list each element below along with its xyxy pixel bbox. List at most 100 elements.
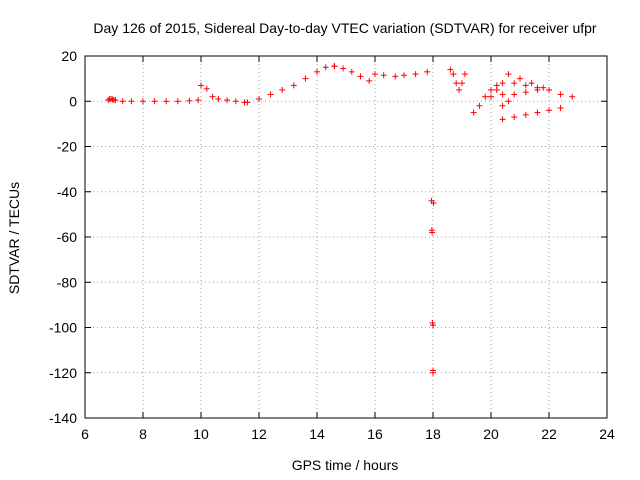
y-tick-label: 20 bbox=[61, 48, 77, 64]
data-point bbox=[209, 93, 216, 100]
data-point bbox=[511, 80, 518, 87]
data-point bbox=[522, 111, 529, 118]
data-point bbox=[450, 71, 457, 78]
data-point bbox=[476, 102, 483, 109]
data-point bbox=[140, 98, 146, 105]
series-seg-115-145 bbox=[244, 63, 338, 106]
data-point bbox=[302, 75, 309, 82]
x-tick-label: 6 bbox=[81, 426, 89, 442]
x-tick-label: 10 bbox=[193, 426, 209, 442]
data-point bbox=[224, 97, 231, 104]
data-point bbox=[279, 86, 286, 93]
x-tick-label: 20 bbox=[483, 426, 499, 442]
data-point bbox=[557, 105, 564, 112]
data-point bbox=[522, 82, 529, 89]
x-tick-label: 18 bbox=[425, 426, 441, 442]
data-point bbox=[534, 109, 541, 116]
data-point bbox=[430, 200, 437, 207]
data-point bbox=[499, 91, 506, 98]
data-point bbox=[380, 72, 387, 79]
y-tick-labels: -140 -120 -100 -80 -60 -40 -20 0 20 bbox=[49, 48, 77, 426]
data-point bbox=[505, 71, 512, 78]
data-point bbox=[128, 98, 135, 105]
data-point bbox=[267, 91, 274, 98]
series-seg-20-23-band-b bbox=[505, 71, 547, 91]
data-point bbox=[461, 71, 468, 78]
y-tick-label: -40 bbox=[57, 184, 77, 200]
data-point bbox=[203, 85, 210, 92]
x-tick-label: 12 bbox=[251, 426, 267, 442]
data-point bbox=[215, 95, 222, 102]
data-point bbox=[522, 89, 529, 96]
data-point bbox=[459, 80, 465, 87]
data-point bbox=[499, 116, 506, 123]
series-seg-07-10 bbox=[119, 97, 202, 105]
y-tick-label: -120 bbox=[49, 365, 77, 381]
data-point bbox=[511, 91, 518, 98]
data-point bbox=[470, 109, 477, 116]
data-point bbox=[244, 99, 251, 106]
data-point bbox=[348, 68, 355, 75]
data-point bbox=[557, 91, 564, 98]
x-tick-label: 22 bbox=[541, 426, 557, 442]
data-point bbox=[430, 322, 436, 329]
data-point bbox=[151, 98, 158, 105]
x-tick-label: 8 bbox=[139, 426, 147, 442]
data-point bbox=[453, 80, 460, 87]
data-point bbox=[331, 63, 338, 70]
data-point bbox=[482, 93, 489, 100]
data-point bbox=[174, 98, 181, 105]
x-tick-labels: 6 8 10 12 14 16 18 20 22 24 bbox=[81, 426, 615, 442]
data-point bbox=[232, 98, 239, 105]
data-point bbox=[534, 86, 541, 93]
y-tick-label: 0 bbox=[69, 93, 77, 109]
data-point bbox=[499, 102, 506, 109]
series-seg-19-20 bbox=[470, 82, 500, 116]
series-seg-145-17 bbox=[331, 63, 431, 84]
data-point bbox=[456, 86, 463, 93]
data-point bbox=[424, 68, 431, 75]
data-point bbox=[256, 95, 262, 102]
x-tick-label: 16 bbox=[367, 426, 383, 442]
data-point bbox=[112, 97, 119, 104]
series-seg-20-23-band-a bbox=[499, 80, 576, 100]
data-point bbox=[511, 114, 518, 121]
data-point bbox=[505, 98, 512, 105]
data-point bbox=[488, 86, 494, 93]
data-point bbox=[546, 86, 552, 93]
data-point bbox=[401, 72, 407, 79]
data-point bbox=[119, 98, 126, 105]
data-point bbox=[430, 369, 436, 376]
data-point bbox=[428, 227, 435, 234]
tick-marks bbox=[84, 55, 608, 419]
data-point bbox=[447, 66, 454, 73]
x-axis-label: GPS time / hours bbox=[292, 457, 399, 473]
data-point bbox=[372, 71, 378, 78]
data-point bbox=[195, 97, 202, 104]
data-point bbox=[340, 65, 347, 72]
data-point bbox=[105, 97, 112, 104]
series-seg-20-23-band-c bbox=[499, 105, 564, 123]
y-tick-label: -140 bbox=[49, 410, 77, 426]
data-point bbox=[569, 93, 576, 100]
series-seg-10-115 bbox=[198, 82, 248, 106]
y-tick-label: -80 bbox=[57, 274, 77, 290]
x-tick-label: 14 bbox=[309, 426, 325, 442]
x-tick-label: 24 bbox=[599, 426, 615, 442]
data-point bbox=[546, 107, 552, 114]
data-point bbox=[198, 82, 204, 89]
data-point bbox=[488, 93, 494, 100]
data-point bbox=[366, 77, 373, 84]
y-axis-label: SDTVAR / TECUs bbox=[6, 182, 22, 294]
series-seg-186-19 bbox=[447, 66, 468, 93]
y-tick-label: -100 bbox=[49, 320, 77, 336]
data-point bbox=[357, 73, 364, 80]
data-point bbox=[499, 80, 506, 87]
data-point bbox=[528, 80, 535, 87]
data-point bbox=[314, 68, 320, 75]
chart-title: Day 126 of 2015, Sidereal Day-to-day VTE… bbox=[93, 20, 597, 36]
data-point bbox=[493, 86, 500, 93]
grid bbox=[85, 56, 607, 418]
data-point bbox=[186, 97, 193, 104]
